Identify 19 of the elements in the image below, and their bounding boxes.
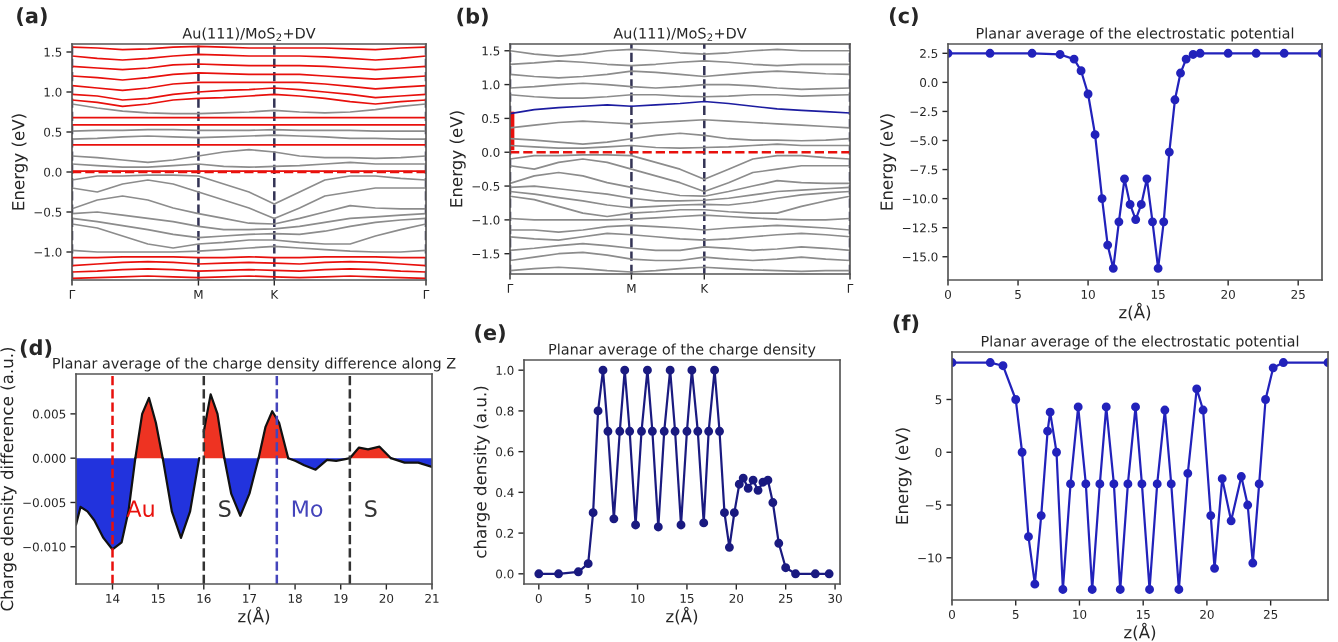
text: (e)	[475, 324, 505, 343]
x-axis-title: z(Å)	[1119, 302, 1151, 321]
y-axis-title: Energy (eV)	[11, 114, 28, 210]
ref-line-label: S	[219, 500, 231, 517]
x-axis-title: z(Å)	[238, 606, 270, 625]
y-axis-title: charge density (a.u.)	[473, 386, 490, 558]
x-axis-title: z(Å)	[666, 606, 698, 625]
ref-line-label: Mo	[292, 500, 323, 517]
text: (d)	[20, 339, 52, 358]
text: (a)	[17, 7, 47, 26]
y-axis-title: Energy (eV)	[895, 428, 912, 524]
x-axis-title: z(Å)	[1124, 622, 1156, 641]
text: (f)	[893, 314, 919, 334]
y-axis-title: Energy (eV)	[880, 114, 897, 210]
y-axis-title: Charge density difference (a.u.)	[0, 347, 17, 611]
text: (c)	[889, 7, 918, 26]
ref-line-label: S	[365, 500, 377, 517]
text: (b)	[457, 7, 488, 27]
y-axis-title: Energy (eV)	[449, 111, 466, 207]
